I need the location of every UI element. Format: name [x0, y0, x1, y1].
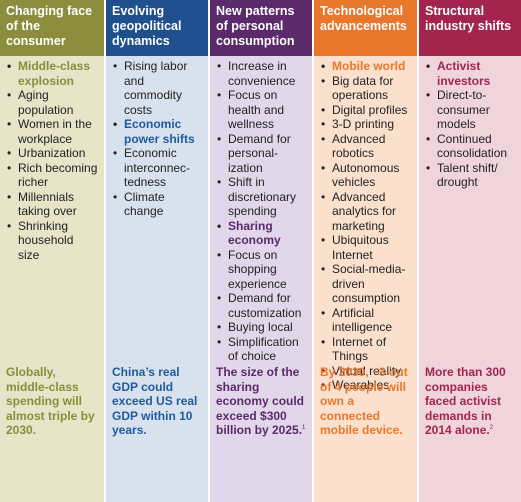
column-changing-face-of-consumer: Changing face of the consumer Middle-cla… — [0, 0, 104, 502]
header-line: consumption — [216, 34, 295, 48]
list-item: Advanced robotics — [320, 132, 411, 161]
list-item: Focus on shopping experience — [216, 248, 306, 292]
column-footer-stat: China’s real GDP could exceed US real GD… — [112, 365, 204, 438]
list-item: Internet of Things — [320, 335, 411, 364]
list-item: Economic power shifts — [112, 117, 202, 146]
list-item: Activist investors — [425, 59, 515, 88]
list-item: Sharing economy — [216, 219, 306, 248]
footer-text: More than 300 companies faced activist d… — [425, 365, 506, 438]
column-body: Rising labor and commodity costs Economi… — [106, 56, 208, 502]
column-footer-stat: Globally, middle-class spending will alm… — [6, 365, 100, 438]
footer-text: Globally, middle-class spending will alm… — [6, 365, 95, 438]
list-item: Women in the workplace — [6, 117, 98, 146]
column-evolving-geopolitical-dynamics: Evolving geopolitical dynamics Rising la… — [106, 0, 208, 502]
column-footer-stat: More than 300 companies faced activist d… — [425, 365, 517, 438]
list-item: Climate change — [112, 190, 202, 219]
footer-text: By 2030, ~3 out of 4 people will own a c… — [320, 365, 408, 438]
list-item: Continued consolidation — [425, 132, 515, 161]
list-item: 3-D printing — [320, 117, 411, 132]
column-footer-stat: By 2030, ~3 out of 4 people will own a c… — [320, 365, 413, 438]
trend-list: Increase in convenience Focus on health … — [216, 59, 306, 364]
trend-list: Mobile world Big data for operations Dig… — [320, 59, 411, 393]
header-line: Changing face — [6, 4, 93, 18]
list-item: Direct-to-consumer models — [425, 88, 515, 132]
header-line: dynamics — [112, 34, 170, 48]
list-item: Economic interconnec-tedness — [112, 146, 202, 190]
list-item: Artificial intelligence — [320, 306, 411, 335]
header-line: Structural — [425, 4, 485, 18]
column-body: Activist investors Direct-to-consumer mo… — [419, 56, 521, 502]
list-item: Focus on health and wellness — [216, 88, 306, 132]
list-item: Advanced analytics for marketing — [320, 190, 411, 234]
list-item: Rich becoming richer — [6, 161, 98, 190]
list-item: Virtual reality — [320, 364, 411, 379]
list-item: Buying local — [216, 320, 306, 335]
list-item: Millennials taking over — [6, 190, 98, 219]
list-item: Aging population — [6, 88, 98, 117]
column-body: Increase in convenience Focus on health … — [210, 56, 312, 502]
list-item: Wearables — [320, 378, 411, 393]
header-line: geopolitical — [112, 19, 182, 33]
footer-text: China’s real GDP could exceed US real GD… — [112, 365, 198, 438]
column-header: Evolving geopolitical dynamics — [106, 0, 208, 56]
header-line: Evolving — [112, 4, 165, 18]
list-item: Middle-class explosion — [6, 59, 98, 88]
header-line: advancements — [320, 19, 407, 33]
list-item: Talent shift/ drought — [425, 161, 515, 190]
column-header: Structural industry shifts — [419, 0, 521, 56]
column-header: Technological advancements — [314, 0, 417, 56]
list-item: Ubiquitous Internet — [320, 233, 411, 262]
column-structural-industry-shifts: Structural industry shifts Activist inve… — [419, 0, 521, 502]
list-item: Increase in convenience — [216, 59, 306, 88]
list-item: Mobile world — [320, 59, 411, 74]
column-technological-advancements: Technological advancements Mobile world … — [314, 0, 417, 502]
header-line: of personal — [216, 19, 284, 33]
column-body: Mobile world Big data for operations Dig… — [314, 56, 417, 502]
list-item: Autonomous vehicles — [320, 161, 411, 190]
column-footer-stat: The size of the sharing economy could ex… — [216, 365, 308, 438]
header-line: Technological — [320, 4, 404, 18]
list-item: Demand for customization — [216, 291, 306, 320]
footnote-marker: 1 — [302, 425, 306, 432]
trend-list: Middle-class explosion Aging population … — [6, 59, 98, 262]
list-item: Demand for personal-ization — [216, 132, 306, 176]
list-item: Shift in discretionary spending — [216, 175, 306, 219]
column-header: New patterns of personal consumption — [210, 0, 312, 56]
column-body: Middle-class explosion Aging population … — [0, 56, 104, 502]
list-item: Rising labor and commodity costs — [112, 59, 202, 117]
footer-text: The size of the sharing economy could ex… — [216, 365, 305, 438]
trend-list: Rising labor and commodity costs Economi… — [112, 59, 202, 219]
list-item: Shrinking household size — [6, 219, 98, 263]
list-item: Big data for operations — [320, 74, 411, 103]
column-header: Changing face of the consumer — [0, 0, 104, 56]
header-line: New patterns — [216, 4, 295, 18]
list-item: Social-media-driven consumption — [320, 262, 411, 306]
list-item: Simplification of choice — [216, 335, 306, 364]
trend-list: Activist investors Direct-to-consumer mo… — [425, 59, 515, 190]
header-line: industry shifts — [425, 19, 512, 33]
column-new-patterns-of-personal-consumption: New patterns of personal consumption Inc… — [210, 0, 312, 502]
list-item: Digital profiles — [320, 103, 411, 118]
header-line: of the consumer — [6, 19, 66, 48]
footnote-marker: 2 — [489, 425, 494, 432]
list-item: Urbanization — [6, 146, 98, 161]
